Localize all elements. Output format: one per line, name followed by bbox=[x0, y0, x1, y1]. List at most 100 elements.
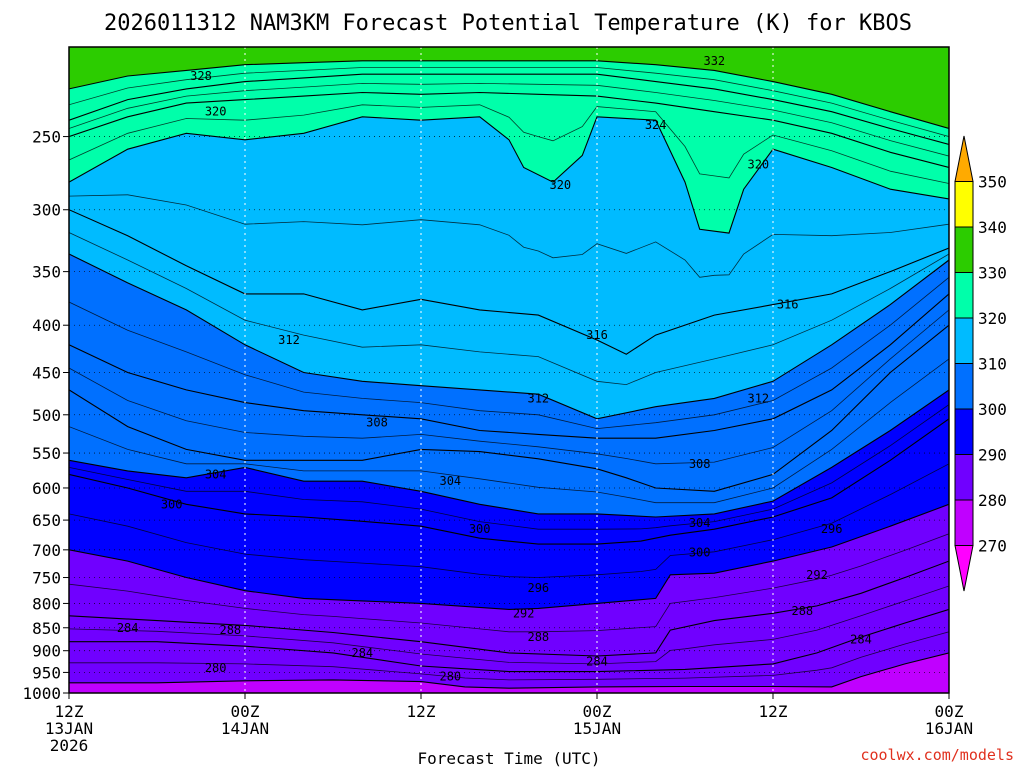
colorbar-swatch bbox=[954, 363, 974, 410]
contour-label: 304 bbox=[689, 516, 711, 530]
contour-line-312 bbox=[69, 253, 949, 420]
x-tick-label: 2026 bbox=[50, 736, 89, 755]
y-tick-label: 450 bbox=[32, 363, 61, 382]
contour-label: 320 bbox=[549, 178, 571, 192]
contour-line-minor bbox=[69, 631, 949, 681]
contour-label: 332 bbox=[703, 54, 725, 68]
y-tick-label: 1000 bbox=[22, 684, 61, 703]
grid-lines bbox=[69, 47, 949, 693]
contour-line-324 bbox=[69, 91, 949, 169]
contour-line-minor bbox=[69, 404, 949, 530]
colorbar-swatch bbox=[954, 454, 974, 501]
contour-label: 320 bbox=[747, 157, 769, 171]
colorbar-label: 310 bbox=[978, 355, 1007, 374]
contour-label: 284 bbox=[351, 646, 373, 660]
colorbar-swatch bbox=[954, 317, 974, 364]
colorbar-label: 280 bbox=[978, 491, 1007, 510]
contour-label: 292 bbox=[806, 568, 828, 582]
contour-label: 284 bbox=[586, 655, 608, 669]
contour-label: 296 bbox=[527, 581, 549, 595]
y-tick-label: 900 bbox=[32, 642, 61, 661]
contour-label: 308 bbox=[366, 416, 388, 430]
contour-label: 300 bbox=[689, 546, 711, 560]
y-tick-label: 850 bbox=[32, 619, 61, 638]
x-tick-label: 12Z bbox=[407, 702, 436, 721]
contour-label: 328 bbox=[190, 69, 212, 83]
x-tick-label: 15JAN bbox=[573, 719, 621, 738]
x-tick-label: 13JAN bbox=[45, 719, 93, 738]
contour-line-minor bbox=[69, 194, 949, 278]
contour-line-minor bbox=[69, 309, 949, 465]
contour-label: 288 bbox=[219, 623, 241, 637]
colorbar-swatch bbox=[954, 408, 974, 455]
contour-labels: 328 320 332 324 320 320 316 312 316 312 312 308 308 3… bbox=[117, 54, 872, 684]
contour-line-304 bbox=[69, 324, 949, 492]
y-tick-label: 500 bbox=[32, 406, 61, 425]
contour-line-minor bbox=[69, 358, 949, 504]
y-tick-label: 600 bbox=[32, 479, 61, 498]
x-axis-label: Forecast Time (UTC) bbox=[417, 749, 600, 768]
contour-label: 284 bbox=[117, 621, 139, 635]
contour-label: 312 bbox=[278, 333, 300, 347]
colorbar-swatch bbox=[954, 226, 974, 273]
watermark: coolwx.com/models bbox=[860, 746, 1014, 764]
contour-label: 300 bbox=[469, 522, 491, 536]
colorbar-label: 340 bbox=[978, 218, 1007, 237]
x-tick-label: 00Z bbox=[935, 702, 964, 721]
contour-line-minor bbox=[69, 533, 949, 633]
contour-line-300 bbox=[69, 389, 949, 518]
contour-label: 288 bbox=[791, 604, 813, 618]
x-tick-label: 16JAN bbox=[925, 719, 973, 738]
colorbar-label: 320 bbox=[978, 309, 1007, 328]
colorbar-label: 290 bbox=[978, 446, 1007, 465]
contour-label: 312 bbox=[527, 391, 549, 405]
contour-line-minor bbox=[69, 585, 949, 665]
contour-label: 308 bbox=[689, 457, 711, 471]
contour-label: 304 bbox=[205, 467, 227, 481]
y-tick-label: 550 bbox=[32, 444, 61, 463]
y-tick-label: 250 bbox=[32, 128, 61, 147]
contour-line-308 bbox=[69, 293, 949, 439]
contour-line-minor bbox=[69, 276, 949, 430]
contour-line-332 bbox=[69, 60, 949, 130]
x-tick-label: 12Z bbox=[55, 702, 84, 721]
x-tick-label: 00Z bbox=[231, 702, 260, 721]
y-tick-label: 300 bbox=[32, 201, 61, 220]
y-tick-label: 800 bbox=[32, 594, 61, 613]
contour-label: 280 bbox=[205, 661, 227, 675]
colorbar-label: 270 bbox=[978, 537, 1007, 556]
contour-label: 292 bbox=[513, 606, 535, 620]
colorbar-swatch bbox=[954, 545, 974, 592]
contour-fills bbox=[69, 47, 949, 693]
plot-frame bbox=[68, 46, 950, 694]
contour-line-minor bbox=[69, 232, 949, 386]
y-tick-label: 400 bbox=[32, 316, 61, 335]
contour-label: 284 bbox=[850, 632, 872, 646]
y-tick-label: 650 bbox=[32, 511, 61, 530]
colorbar-swatch bbox=[954, 272, 974, 319]
chart-title: 2026011312 NAM3KM Forecast Potential Tem… bbox=[104, 11, 912, 36]
y-tick-label: 750 bbox=[32, 569, 61, 588]
colorbar-swatch bbox=[954, 499, 974, 546]
contour-lines bbox=[69, 60, 949, 689]
contour-line-292 bbox=[69, 503, 949, 610]
contour-line-316 bbox=[69, 209, 949, 355]
band-fill-332 bbox=[69, 47, 949, 129]
x-tick-label: 14JAN bbox=[221, 719, 269, 738]
contour-line-328 bbox=[69, 73, 949, 146]
y-tick-label: 350 bbox=[32, 263, 61, 282]
contour-line-280 bbox=[69, 652, 949, 689]
contour-label: 320 bbox=[205, 105, 227, 119]
colorbar-label: 350 bbox=[978, 173, 1007, 192]
colorbar-label: 300 bbox=[978, 400, 1007, 419]
colorbar-swatch bbox=[954, 135, 974, 182]
contour-label: 304 bbox=[439, 474, 461, 488]
contour-line-296 bbox=[69, 418, 949, 545]
contour-label: 324 bbox=[645, 118, 667, 132]
colorbar-label: 330 bbox=[978, 264, 1007, 283]
colorbar: 350 340 330 320 310 300 290 280 270 bbox=[954, 135, 1007, 592]
contour-label: 312 bbox=[747, 391, 769, 405]
colorbar-swatch bbox=[954, 181, 974, 228]
